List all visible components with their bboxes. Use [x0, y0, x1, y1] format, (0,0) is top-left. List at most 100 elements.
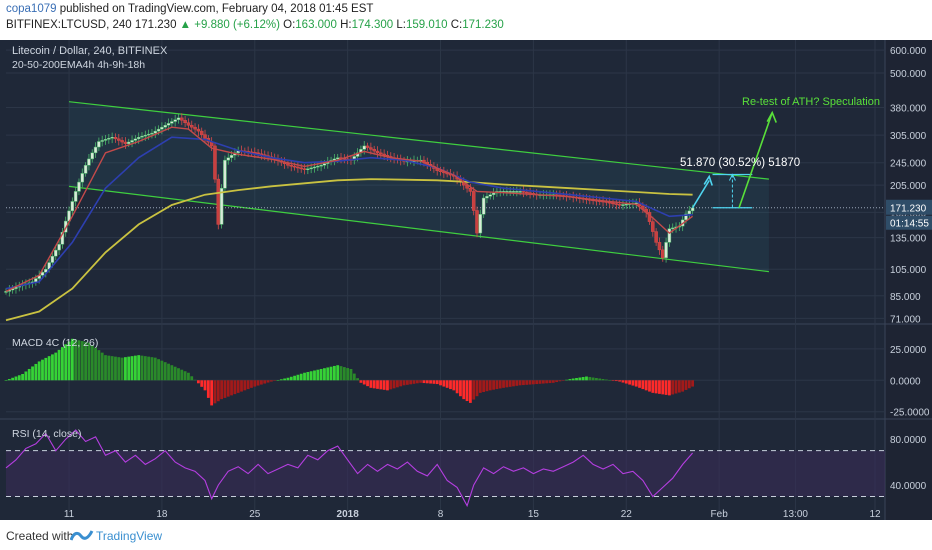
macd-tick-label: 0.0000 [890, 376, 921, 387]
macd-histogram-bar [306, 371, 310, 381]
last-price-badge-text: 171.230 [890, 204, 927, 215]
price-pane[interactable] [4, 101, 886, 322]
macd-histogram-bar [538, 380, 542, 384]
macd-histogram-bar [150, 357, 154, 381]
macd-histogram-bar [389, 380, 393, 390]
macd-histogram-bar [568, 379, 572, 381]
macd-histogram-bar [223, 380, 227, 398]
candle-body [661, 249, 665, 259]
macd-tick-label: 25.0000 [890, 345, 927, 356]
macd-histogram-bar [263, 380, 267, 384]
candle-body [186, 122, 191, 126]
change-value: +9.880 (+6.12%) [194, 19, 280, 31]
candle-body [621, 204, 625, 206]
macd-histogram-bar [598, 378, 602, 381]
trading-chart[interactable]: 600.000 500.000 380.000 305.000 245.000 205.0… [0, 40, 932, 520]
macd-histogram-bar [485, 380, 489, 392]
macd-histogram-bar [525, 380, 529, 385]
macd-histogram-bar [581, 377, 585, 381]
macd-histogram-bar [452, 380, 456, 391]
candle-body [488, 194, 493, 197]
macd-histogram-bar [293, 375, 296, 381]
macd-histogram-bar [7, 379, 11, 381]
macd-histogram-bar [631, 380, 635, 386]
macd-pane[interactable] [4, 338, 695, 406]
macd-histogram-bar [183, 371, 187, 381]
candle-body [57, 244, 61, 251]
candle-body [77, 181, 81, 192]
macd-histogram-bar [425, 380, 429, 384]
candle-body [670, 227, 675, 230]
candle-body [97, 141, 101, 148]
candle-body [684, 213, 688, 221]
macd-histogram-bar [17, 375, 21, 381]
macd-histogram-bar [551, 380, 555, 383]
candle-body [372, 149, 376, 152]
macd-histogram-bar [588, 377, 592, 381]
candle-body [296, 166, 300, 169]
close-value: 171.230 [462, 19, 504, 31]
candle-body [130, 140, 134, 143]
macd-histogram-bar [127, 356, 131, 381]
macd-histogram-bar [100, 352, 104, 381]
macd-histogram-bar [478, 380, 482, 393]
candle-body [83, 165, 88, 174]
candle-body [292, 165, 297, 168]
macd-histogram-bar [153, 357, 157, 381]
macd-histogram-bar [319, 368, 323, 381]
macd-histogram-bar [608, 380, 612, 381]
macd-histogram-bar [415, 380, 419, 384]
macd-histogram-bar [94, 347, 97, 381]
macd-histogram-bar [366, 380, 369, 387]
low-label: L: [396, 19, 406, 31]
macd-histogram-bar [369, 380, 373, 388]
macd-histogram-bar [80, 341, 84, 381]
time-tick-label: 11 [64, 509, 75, 520]
macd-histogram-bar [359, 380, 363, 383]
ema-20-line [5, 126, 694, 293]
macd-histogram-bar [541, 380, 545, 384]
channel-upper-line [68, 101, 769, 180]
macd-histogram-bar [687, 380, 691, 389]
time-tick-label: 2018 [337, 509, 360, 520]
candle-body [40, 271, 45, 276]
candle-body [478, 214, 483, 234]
macd-histogram-bar [203, 380, 207, 391]
candle-body [485, 196, 489, 199]
chart-header: copa1079 published on TradingView.com, F… [0, 0, 932, 40]
macd-histogram-bar [326, 367, 330, 381]
macd-histogram-bar [187, 372, 190, 381]
macd-histogram-bar [528, 380, 532, 385]
macd-histogram-bar [70, 338, 74, 381]
macd-histogram-bar [60, 347, 64, 381]
rsi-band [6, 450, 885, 497]
macd-histogram-bar [250, 380, 253, 388]
macd-histogram-bar [658, 380, 661, 394]
candle-body [611, 202, 615, 205]
candle-body [226, 157, 230, 161]
macd-histogram-bar [611, 380, 615, 381]
candle-body [70, 201, 75, 212]
tradingview-link[interactable]: TradingView [96, 529, 163, 543]
macd-histogram-bar [535, 380, 539, 385]
candle-body [80, 173, 85, 183]
macd-histogram-bar [200, 380, 204, 387]
macd-histogram-bar [681, 380, 685, 392]
measure-arrowhead [703, 174, 713, 186]
macd-histogram-bar [468, 380, 472, 403]
candle-body [87, 158, 91, 166]
ema-200-line [5, 178, 693, 322]
macd-histogram-bar [256, 380, 260, 386]
macd-histogram-bar [402, 380, 406, 386]
time-tick-label: 13:00 [783, 509, 808, 520]
symbol-label: BITFINEX:LTCUSD, 240 [6, 19, 132, 31]
macd-histogram-bar [213, 380, 217, 404]
macd-histogram-bar [323, 368, 326, 381]
rsi-pane[interactable] [5, 429, 885, 508]
candle-body [319, 165, 323, 167]
macd-histogram-bar [233, 380, 237, 395]
author-link[interactable]: copa1079 [6, 3, 57, 15]
price-tick-label: 85.000 [890, 292, 921, 303]
macd-histogram-bar [54, 352, 58, 381]
macd-histogram-bar [628, 380, 631, 385]
